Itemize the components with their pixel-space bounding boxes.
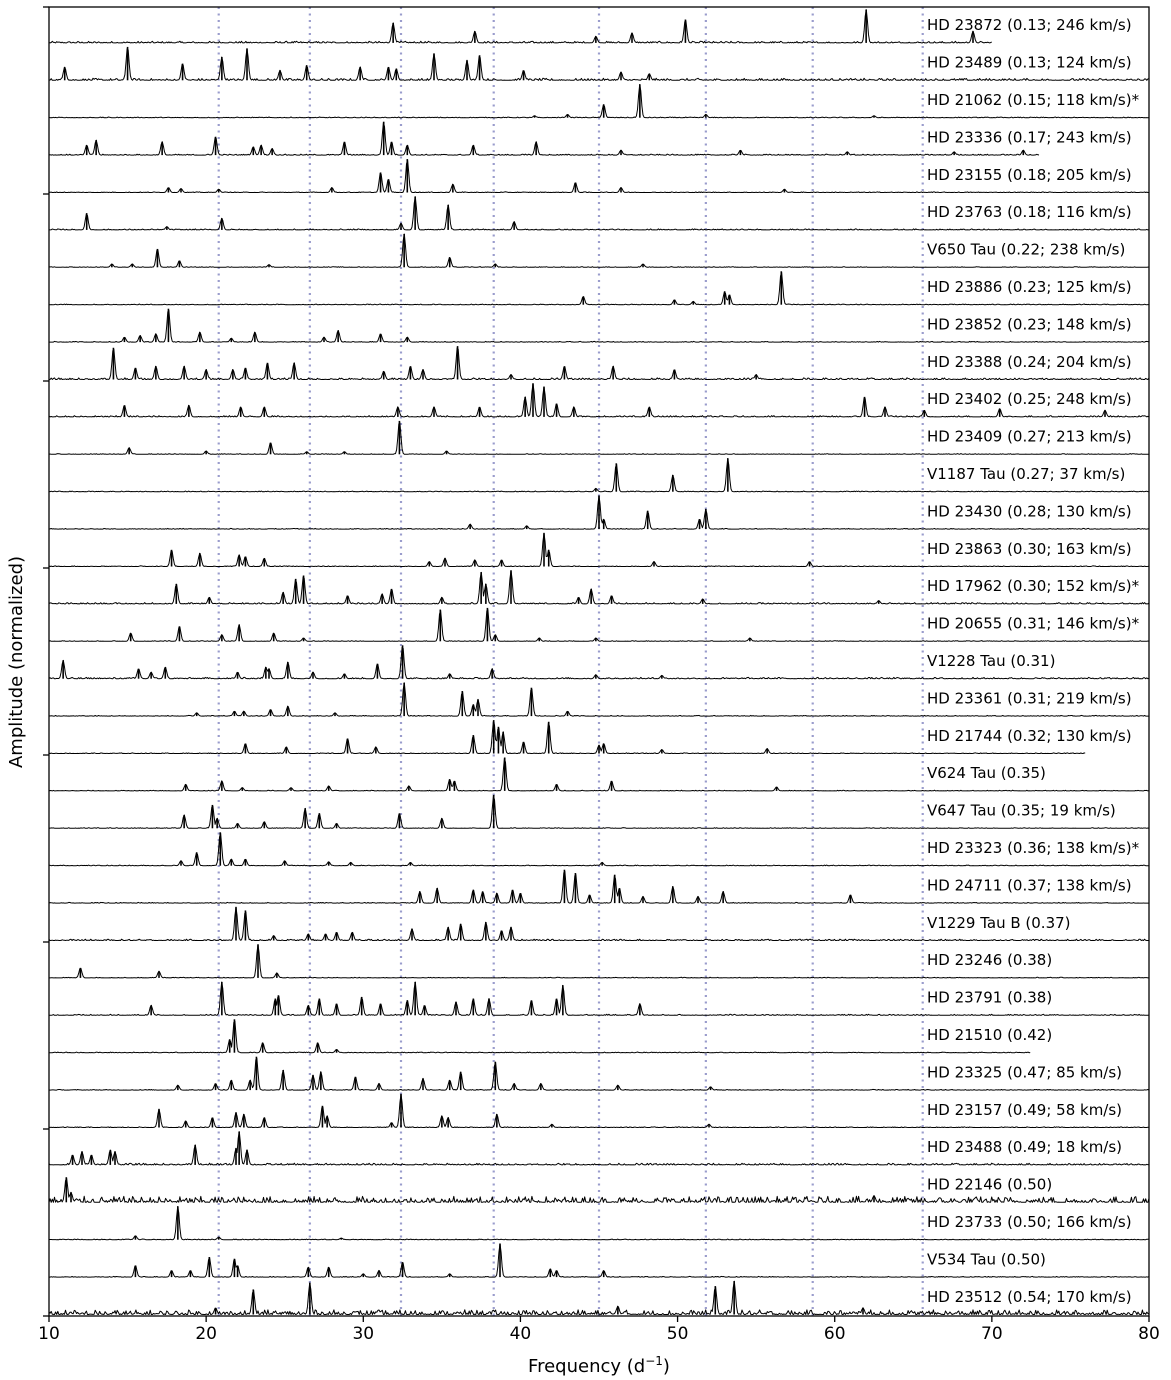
series-label-17: V1228 Tau (0.31) [927,652,1055,670]
series-label-10: HD 23402 (0.25; 248 km/s) [927,390,1132,408]
series-label-9: HD 23388 (0.24; 204 km/s) [927,353,1132,371]
spectrum-trace-7 [49,271,1149,306]
series-label-1: HD 23489 (0.13; 124 km/s) [927,54,1132,72]
series-label-28: HD 23325 (0.47; 85 km/s) [927,1063,1122,1081]
x-tick-label-4: 50 [667,1324,689,1344]
series-label-34: HD 23512 (0.54; 170 km/s) [927,1288,1132,1306]
y-axis-title: Amplitude (normalized) [6,556,27,768]
spectrum-trace-30 [48,1131,1150,1166]
spectrum-trace-31 [48,1177,1150,1203]
x-tick-label-3: 40 [510,1324,532,1344]
series-label-25: HD 23246 (0.38) [927,951,1052,969]
series-label-16: HD 20655 (0.31; 146 km/s)* [927,615,1140,633]
series-label-13: HD 23430 (0.28; 130 km/s) [927,502,1132,520]
spectrum-trace-14 [48,532,1150,567]
series-label-24: V1229 Tau B (0.37) [927,914,1071,932]
x-tick-label-7: 80 [1138,1324,1160,1344]
plot-frame [48,6,1150,1317]
spectrum-trace-5 [48,196,1149,231]
series-label-8: HD 23852 (0.23; 148 km/s) [927,315,1132,333]
series-labels: HD 23872 (0.13; 246 km/s) HD 23489 (0.13;… [927,16,1140,1306]
spectrum-trace-21 [48,795,1150,829]
series-label-14: HD 23863 (0.30; 163 km/s) [927,540,1132,558]
series-label-26: HD 23791 (0.38) [927,989,1052,1007]
x-tick-label-0: 10 [38,1324,60,1344]
spectrum-trace-12 [49,458,1150,493]
spectrum-trace-6 [48,233,1150,268]
series-label-19: HD 21744 (0.32; 130 km/s) [927,727,1132,745]
spectrum-trace-15 [48,570,1150,605]
series-label-33: V534 Tau (0.50) [927,1250,1046,1268]
x-axis-ticks: 10 20 30 40 50 60 70 80 [38,1316,1160,1344]
series-label-18: HD 23361 (0.31; 219 km/s) [927,689,1132,707]
series-label-4: HD 23155 (0.18; 205 km/s) [927,166,1132,184]
spectrum-trace-32 [49,1206,1150,1241]
spectrum-trace-22 [49,832,1149,867]
spectrum-trace-0 [48,9,992,44]
series-label-11: HD 23409 (0.27; 213 km/s) [927,428,1132,446]
spectrum-trace-25 [49,944,1149,979]
y-axis-ticks [43,6,49,1317]
spectrum-trace-19 [48,720,1086,754]
series-label-27: HD 21510 (0.42) [927,1026,1052,1044]
spectrum-trace-23 [48,871,1149,904]
series-label-12: V1187 Tau (0.27; 37 km/s) [927,465,1125,483]
x-tick-label-6: 70 [981,1324,1003,1344]
spectrum-trace-8 [49,310,1150,343]
spectrum-trace-1 [48,48,1150,81]
spectrum-trace-29 [48,1093,1149,1128]
series-label-30: HD 23488 (0.49; 18 km/s) [927,1138,1122,1156]
series-label-15: HD 17962 (0.30; 152 km/s)* [927,577,1140,595]
spectrum-trace-16 [48,609,1150,642]
series-label-31: HD 22146 (0.50) [927,1176,1052,1194]
spectrum-trace-18 [48,682,1149,717]
x-axis-title: Frequency (d−1) [528,1354,670,1377]
series-label-23: HD 24711 (0.37; 138 km/s) [927,876,1132,894]
series-label-7: HD 23886 (0.23; 125 km/s) [927,278,1132,296]
spectrum-trace-4 [48,159,1149,193]
spectrum-trace-24 [48,906,1149,941]
series-label-5: HD 23763 (0.18; 116 km/s) [927,203,1132,221]
x-tick-label-1: 20 [195,1324,217,1344]
series-label-2: HD 21062 (0.15; 118 km/s)* [927,91,1140,109]
spectra-traces [48,9,1150,1315]
series-label-20: V624 Tau (0.35) [927,764,1046,782]
spectrum-trace-34 [48,1280,1150,1315]
x-tick-label-2: 30 [352,1324,374,1344]
spectrum-trace-28 [48,1058,1150,1091]
spectrum-trace-33 [49,1243,1150,1278]
series-label-29: HD 23157 (0.49; 58 km/s) [927,1101,1122,1119]
series-label-3: HD 23336 (0.17; 243 km/s) [927,128,1132,146]
spectrum-trace-17 [48,646,1150,680]
spectrum-trace-20 [48,757,1150,792]
series-label-0: HD 23872 (0.13; 246 km/s) [927,16,1132,34]
spectrum-trace-26 [48,981,1150,1016]
spectrum-trace-10 [48,383,1150,418]
spectrum-trace-27 [49,1020,1031,1054]
series-label-22: HD 23323 (0.36; 138 km/s)* [927,839,1140,857]
series-label-21: V647 Tau (0.35; 19 km/s) [927,802,1116,820]
x-tick-label-5: 60 [824,1324,846,1344]
spectrum-trace-3 [48,122,1040,156]
series-label-32: HD 23733 (0.50; 166 km/s) [927,1213,1132,1231]
spectrum-trace-2 [48,84,1150,119]
series-label-6: V650 Tau (0.22; 238 km/s) [927,241,1125,259]
spectrum-trace-11 [48,422,1150,455]
